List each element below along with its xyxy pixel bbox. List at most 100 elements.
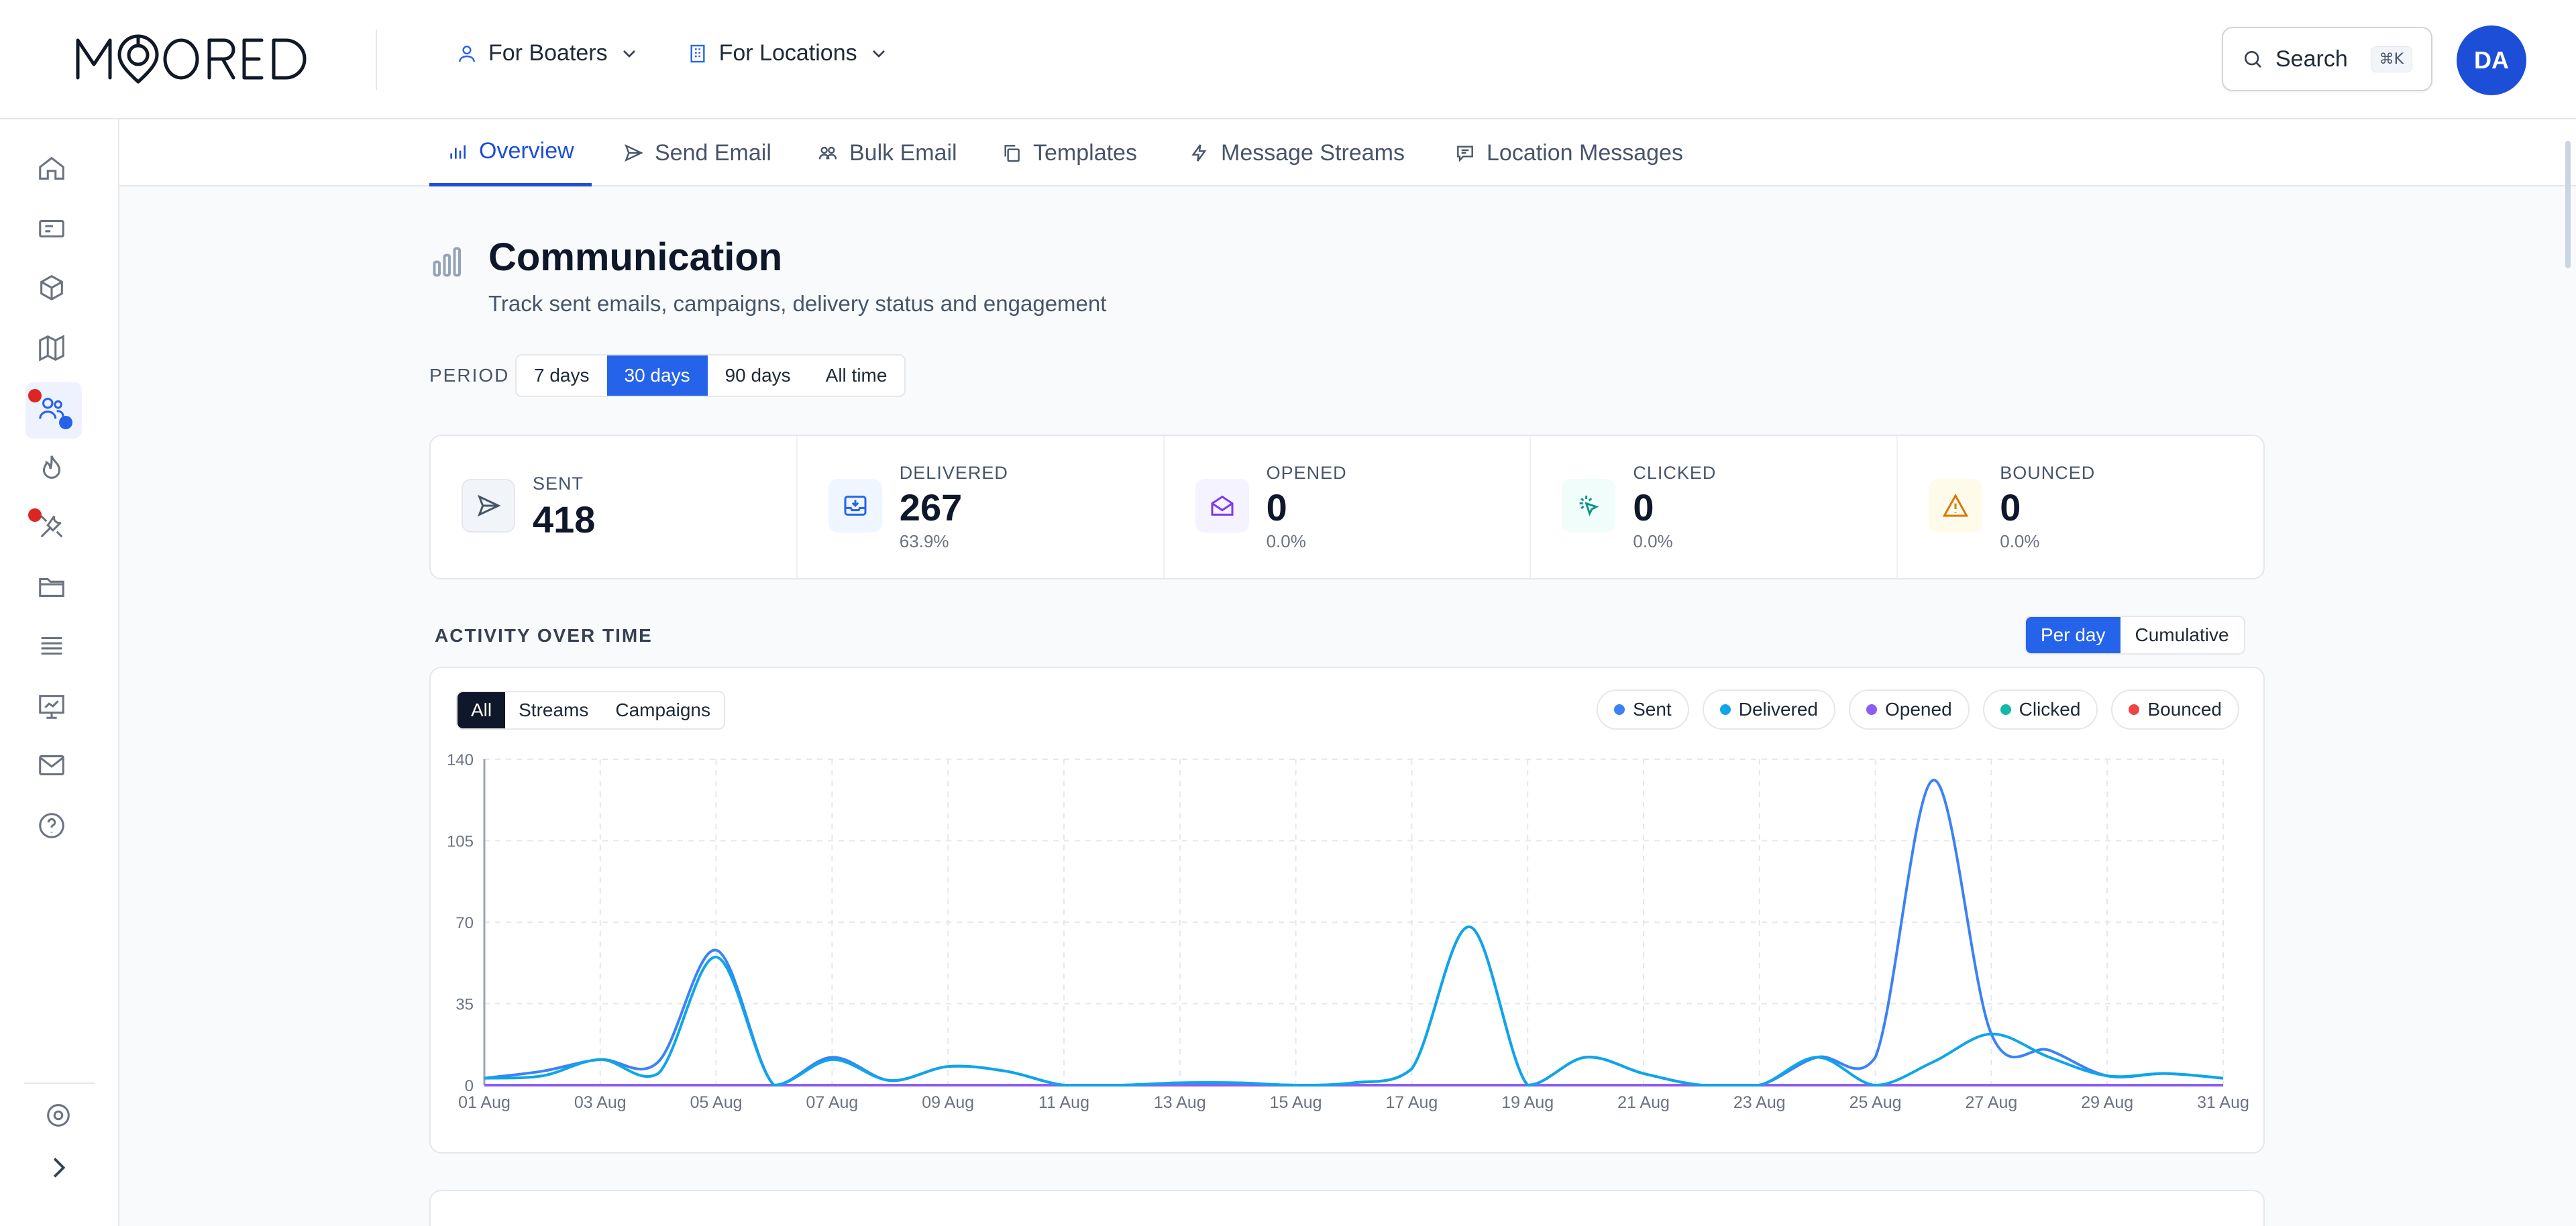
flame-icon bbox=[42, 455, 61, 479]
stat-clicked-icon-box bbox=[1562, 479, 1616, 533]
stat-delivered-icon-box bbox=[828, 479, 882, 533]
chart-bars-icon bbox=[433, 247, 461, 277]
legend-clicked-label: Clicked bbox=[2019, 699, 2081, 720]
activity-line-chart: 0 35 70 105 140 01 Aug 03 Aug 05 Aug 07 Aug 09 Au… bbox=[447, 751, 2249, 1112]
building-icon bbox=[690, 44, 705, 62]
legend-bounced-label: Bounced bbox=[2147, 699, 2222, 720]
legend-dot bbox=[1614, 704, 1625, 715]
notification-badge bbox=[28, 389, 42, 402]
y-tick-label: 140 bbox=[447, 751, 474, 769]
sidebar-item-home[interactable] bbox=[36, 153, 70, 186]
mode-cumulative[interactable]: Cumulative bbox=[2135, 624, 2229, 645]
page-scrollbar[interactable] bbox=[2565, 141, 2571, 268]
stat-delivered-label: DELIVERED bbox=[899, 463, 1008, 483]
mode-per-day[interactable]: Per day bbox=[2026, 617, 2121, 653]
chart-mode-toggle: Per day Cumulative bbox=[2025, 616, 2245, 655]
stat-bounced-icon-box bbox=[1929, 479, 1983, 533]
tab-send-email[interactable]: Send Email bbox=[623, 119, 771, 186]
top-header: For Boaters For Locations Search ⌘K DA bbox=[0, 0, 2576, 119]
sidebar-item-products[interactable] bbox=[36, 272, 70, 306]
tab-bulk-email[interactable]: Bulk Email bbox=[817, 119, 957, 186]
sidebar-item-mail[interactable] bbox=[36, 750, 70, 783]
legend-clicked[interactable]: Clicked bbox=[1982, 689, 2098, 730]
legend-opened[interactable]: Opened bbox=[1849, 689, 1970, 730]
stat-opened: OPENED 0 0.0% bbox=[1165, 436, 1532, 578]
tools-icon bbox=[40, 515, 63, 538]
x-tick-label: 09 Aug bbox=[922, 1093, 974, 1112]
stat-opened-icon-box bbox=[1195, 479, 1249, 533]
legend-bounced[interactable]: Bounced bbox=[2111, 689, 2239, 730]
notification-badge bbox=[28, 508, 42, 522]
sidebar-item-reports[interactable] bbox=[36, 691, 70, 724]
sidebar-item-files[interactable] bbox=[36, 571, 70, 605]
x-tick-label: 05 Aug bbox=[690, 1093, 743, 1112]
x-tick-label: 21 Aug bbox=[1617, 1093, 1670, 1112]
stat-delivered: DELIVERED 267 63.9% bbox=[798, 436, 1165, 578]
chevron-down-icon bbox=[872, 50, 885, 58]
header-divider bbox=[376, 30, 377, 90]
x-tick-label: 29 Aug bbox=[2081, 1093, 2133, 1112]
filter-streams[interactable]: Streams bbox=[519, 700, 589, 720]
sidebar-item-settings[interactable] bbox=[43, 1100, 76, 1133]
home-icon bbox=[39, 156, 64, 180]
tab-message-streams[interactable]: Message Streams bbox=[1189, 119, 1405, 186]
sidebar-item-list[interactable] bbox=[36, 630, 70, 664]
stat-bounced-percent: 0.0% bbox=[2000, 531, 2040, 551]
message-icon bbox=[1457, 146, 1473, 162]
chevron-down-icon bbox=[623, 50, 635, 58]
legend-sent[interactable]: Sent bbox=[1597, 689, 1689, 730]
period-30-days[interactable]: 30 days bbox=[606, 355, 708, 396]
sidebar-item-tools[interactable] bbox=[36, 511, 70, 545]
envelope-open-icon bbox=[1211, 495, 1234, 516]
tab-send-email-label: Send Email bbox=[655, 140, 771, 166]
sidebar-expand-button[interactable] bbox=[43, 1152, 76, 1186]
stats-summary: SENT 418 DELIVERED 267 63.9% OPENED 0 0.… bbox=[429, 435, 2265, 579]
sidebar-item-map[interactable] bbox=[36, 333, 70, 366]
legend-dot bbox=[2000, 704, 2011, 715]
sidebar-item-help[interactable] bbox=[36, 810, 70, 844]
filter-campaigns[interactable]: Campaigns bbox=[615, 700, 711, 720]
sidebar-item-tickets[interactable] bbox=[36, 213, 70, 247]
x-tick-label: 17 Aug bbox=[1385, 1093, 1438, 1112]
period-all-time[interactable]: All time bbox=[825, 365, 888, 386]
sidebar-item-users[interactable] bbox=[36, 393, 70, 427]
x-tick-label: 27 Aug bbox=[1965, 1093, 2017, 1112]
stat-clicked: CLICKED 0 0.0% bbox=[1531, 436, 1898, 578]
activity-title: ACTIVITY OVER TIME bbox=[435, 625, 653, 646]
stat-opened-value: 0 bbox=[1266, 486, 1287, 528]
x-tick-label: 23 Aug bbox=[1733, 1093, 1786, 1112]
legend-dot bbox=[1866, 704, 1877, 715]
sidebar-divider bbox=[24, 1082, 95, 1084]
user-icon bbox=[459, 45, 475, 62]
filter-all[interactable]: All bbox=[458, 692, 506, 728]
period-90-days[interactable]: 90 days bbox=[724, 365, 791, 386]
tab-templates[interactable]: Templates bbox=[1001, 119, 1137, 186]
tab-overview[interactable]: Overview bbox=[429, 119, 592, 186]
sidebar bbox=[0, 119, 119, 1226]
expand-chevron-icon bbox=[53, 1158, 66, 1178]
legend-delivered[interactable]: Delivered bbox=[1702, 689, 1835, 730]
moored-logo[interactable] bbox=[75, 27, 317, 91]
period-selector: 7 days 30 days 90 days All time bbox=[515, 354, 906, 397]
users-icon bbox=[39, 398, 64, 419]
user-avatar[interactable]: DA bbox=[2457, 25, 2526, 95]
search-shortcut: ⌘K bbox=[2370, 46, 2412, 72]
period-7-days[interactable]: 7 days bbox=[534, 365, 590, 386]
period-label: PERIOD bbox=[429, 365, 510, 386]
chart-legend: Sent Delivered Opened Clicked Bounced bbox=[1597, 689, 2239, 730]
search-label: Search bbox=[2275, 46, 2348, 72]
nav-for-locations[interactable]: For Locations bbox=[687, 40, 890, 66]
stat-clicked-percent: 0.0% bbox=[1633, 531, 1673, 551]
tab-location-messages[interactable]: Location Messages bbox=[1454, 119, 1683, 186]
chart-bars-icon bbox=[450, 145, 466, 159]
cursor-click-icon bbox=[1580, 496, 1599, 516]
legend-opened-label: Opened bbox=[1885, 699, 1952, 720]
activity-chart-card: 0 35 70 105 140 01 Aug 03 Aug 05 Aug 07 Aug 09 Au… bbox=[429, 667, 2265, 1154]
search-button[interactable]: Search ⌘K bbox=[2222, 27, 2432, 91]
stat-sent-value: 418 bbox=[533, 498, 596, 541]
section-tabs: Overview Send Email Bulk Email Templates… bbox=[119, 119, 2576, 186]
x-tick-label: 19 Aug bbox=[1501, 1093, 1554, 1112]
nav-for-boaters[interactable]: For Boaters bbox=[456, 40, 640, 66]
sidebar-item-activity[interactable] bbox=[36, 452, 70, 486]
x-tick-label: 15 Aug bbox=[1270, 1093, 1322, 1112]
